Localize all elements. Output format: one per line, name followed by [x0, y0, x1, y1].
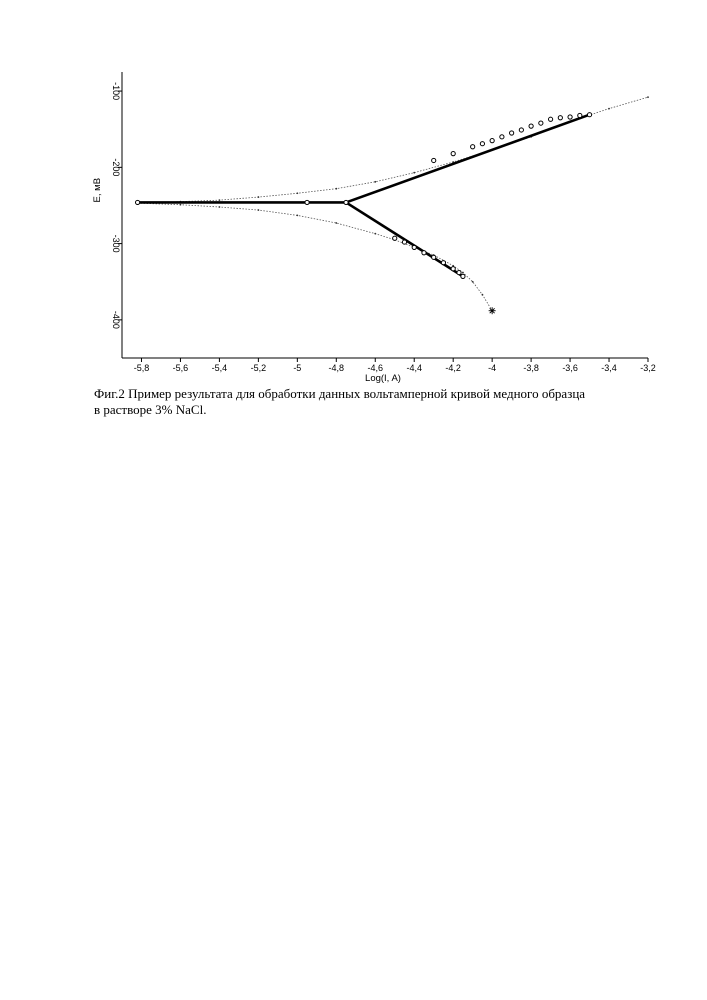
model-curve-point — [374, 181, 376, 183]
measured-point — [578, 113, 582, 117]
x-tick-label: -3,8 — [523, 363, 539, 373]
measured-point — [461, 274, 465, 278]
model-curve-point — [608, 108, 610, 110]
model-curve-point — [413, 172, 415, 174]
model-curve-point — [335, 222, 337, 224]
measured-point — [519, 128, 523, 132]
caption-line-1: Фиг.2 Пример результата для обработки да… — [94, 386, 674, 402]
model-curve — [138, 203, 493, 311]
measured-point — [548, 117, 552, 121]
measured-point — [558, 116, 562, 120]
measured-point — [539, 121, 543, 125]
measured-point — [500, 135, 504, 139]
x-axis-title: Log(I, A) — [365, 373, 401, 384]
model-curve-point — [462, 272, 464, 274]
x-tick-label: -5,4 — [212, 363, 228, 373]
x-tick-label: -5,8 — [134, 363, 150, 373]
x-tick-label: -4,2 — [445, 363, 461, 373]
x-tick-label: -5 — [293, 363, 301, 373]
series-layer — [135, 96, 648, 314]
model-curve-point — [219, 199, 221, 201]
measured-point — [457, 270, 461, 274]
measured-point — [568, 115, 572, 119]
x-tick-label: -3,6 — [562, 363, 578, 373]
measured-point — [451, 267, 455, 271]
measured-point — [402, 240, 406, 244]
measured-point — [393, 236, 397, 240]
figure-caption: Фиг.2 Пример результата для обработки да… — [94, 386, 674, 418]
x-tick-label: -4,6 — [368, 363, 384, 373]
x-tick-label: -3,2 — [640, 363, 656, 373]
measured-point — [510, 131, 514, 135]
y-tick-label: -300 — [111, 235, 121, 253]
x-tick-label: -4,8 — [329, 363, 345, 373]
y-ticks: -100 -200 -300 -400 — [111, 82, 122, 329]
model-curve — [138, 97, 648, 203]
measured-point — [432, 255, 436, 259]
model-curve-point — [257, 196, 259, 198]
measured-point — [471, 145, 475, 149]
measured-point — [480, 142, 484, 146]
end-point-star — [489, 307, 496, 314]
y-axis-title: E, мВ — [92, 178, 103, 202]
x-tick-label: -3,4 — [601, 363, 617, 373]
x-tick-label: -4,4 — [406, 363, 422, 373]
model-curve-point — [219, 206, 221, 208]
x-ticks: -5,8 -5,6 -5,4 -5,2 -5 -4,8 -4,6 -4,4 -4,2 -4 -3,8… — [134, 358, 656, 373]
y-tick-label: -100 — [111, 82, 121, 100]
model-curve-point — [296, 192, 298, 194]
measured-point — [412, 245, 416, 249]
measured-point — [441, 261, 445, 265]
model-curve-point — [296, 214, 298, 216]
model-curve-point — [257, 209, 259, 211]
y-tick-label: -200 — [111, 158, 121, 176]
model-curve-point — [472, 281, 474, 283]
measured-point — [305, 200, 309, 204]
measured-point — [422, 251, 426, 255]
y-tick-label: -400 — [111, 311, 121, 329]
caption-line-2: в растворе 3% NaCl. — [94, 402, 674, 418]
measured-point — [344, 200, 348, 204]
measured-point — [451, 152, 455, 156]
x-tick-label: -4 — [488, 363, 496, 373]
measured-point — [529, 124, 533, 128]
measured-point — [490, 139, 494, 143]
measured-point — [135, 200, 139, 204]
model-curve-point — [647, 96, 649, 98]
model-curve-point — [482, 294, 484, 296]
x-tick-label: -5,2 — [251, 363, 267, 373]
model-curve-point — [374, 233, 376, 235]
x-tick-label: -5,6 — [173, 363, 189, 373]
tafel-fit-line — [346, 202, 463, 276]
model-curve-point — [180, 204, 182, 206]
measured-point — [432, 158, 436, 162]
measured-point — [587, 113, 591, 117]
model-curve-point — [335, 188, 337, 190]
